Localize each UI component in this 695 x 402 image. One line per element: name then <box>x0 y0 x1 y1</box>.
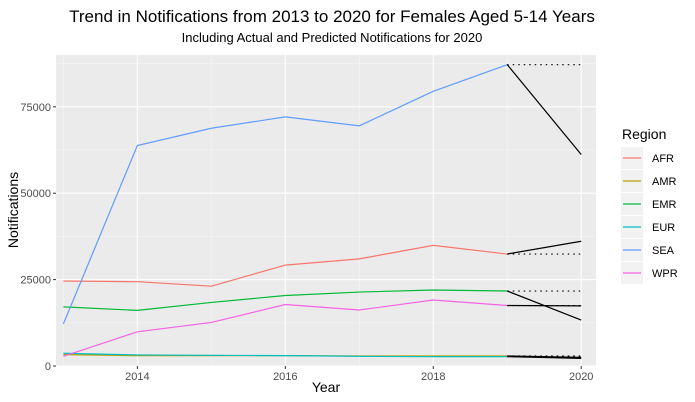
legend-label-eur: EUR <box>652 222 675 234</box>
y-tick-label: 75000 <box>20 102 51 114</box>
series-line-sea <box>62 64 508 325</box>
legend: Region AFR AMR EMR EUR SEA WPR <box>621 126 678 284</box>
actual-segment-sea <box>506 64 582 155</box>
legend-label-afr: AFR <box>652 153 674 165</box>
y-tick-label: 0 <box>45 361 51 373</box>
x-axis-title: Year <box>312 379 341 395</box>
actual-segment-afr <box>507 240 582 255</box>
x-tick-label: 2014 <box>125 371 149 383</box>
y-axis-ticks: 0 25000 50000 75000 <box>20 102 56 373</box>
prediction-layer <box>506 64 582 359</box>
x-axis-ticks: 2014 2016 2018 2020 <box>125 366 593 383</box>
y-tick-label: 50000 <box>20 188 51 200</box>
series-line-afr <box>63 244 508 287</box>
chart-title: Trend in Notifications from 2013 to 2020… <box>69 7 595 26</box>
grid-major <box>56 55 596 367</box>
legend-label-emr: EMR <box>652 199 677 211</box>
series-line-emr <box>63 289 508 311</box>
series-line-eur <box>63 352 508 358</box>
series-layer <box>62 64 508 358</box>
y-axis-title: Notifications <box>5 172 21 248</box>
y-tick-label: 25000 <box>20 275 51 287</box>
chart-subtitle: Including Actual and Predicted Notificat… <box>182 30 483 45</box>
legend-label-sea: SEA <box>652 245 675 257</box>
x-tick-label: 2018 <box>421 371 445 383</box>
actual-segment-eur <box>507 356 582 359</box>
x-tick-label: 2016 <box>273 371 297 383</box>
legend-label-wpr: WPR <box>652 268 678 280</box>
series-line-wpr <box>63 299 508 357</box>
legend-title: Region <box>622 126 666 142</box>
x-tick-label: 2020 <box>569 371 593 383</box>
legend-label-amr: AMR <box>652 176 677 188</box>
